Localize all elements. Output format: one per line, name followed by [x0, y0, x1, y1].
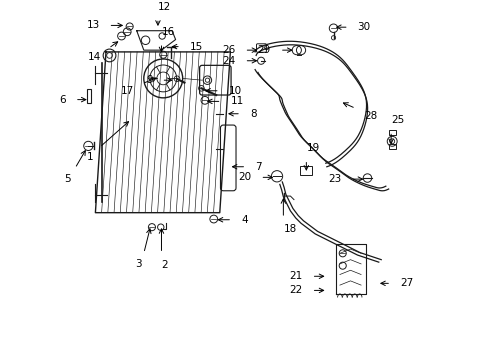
Text: 12: 12 [158, 2, 171, 12]
Bar [388, 130, 395, 135]
Bar [87, 89, 91, 103]
Text: 29: 29 [257, 45, 270, 55]
Text: 8: 8 [249, 109, 256, 119]
Text: 28: 28 [363, 111, 376, 121]
Text: 13: 13 [86, 21, 100, 30]
Text: 11: 11 [230, 96, 243, 106]
Text: 15: 15 [189, 42, 203, 51]
Text: 26: 26 [222, 45, 235, 55]
Text: 27: 27 [399, 278, 412, 288]
Text: 3: 3 [135, 260, 142, 270]
Text: 10: 10 [228, 86, 241, 96]
Text: 16: 16 [161, 27, 174, 37]
Text: 18: 18 [283, 224, 296, 234]
Text: 4: 4 [241, 215, 247, 225]
Text: 22: 22 [289, 285, 302, 296]
Bar [388, 144, 395, 149]
Text: 23: 23 [328, 174, 341, 184]
Text: 19: 19 [305, 143, 319, 153]
Text: 21: 21 [289, 271, 302, 281]
Text: 14: 14 [88, 52, 101, 62]
Text: 9: 9 [146, 75, 152, 85]
Text: 25: 25 [390, 115, 404, 125]
Text: 7: 7 [255, 162, 261, 172]
Text: 2: 2 [161, 260, 168, 270]
Text: 17: 17 [121, 86, 134, 96]
Text: 1: 1 [86, 152, 93, 162]
Bar [299, 166, 312, 175]
Text: 30: 30 [357, 22, 370, 32]
Text: 20: 20 [238, 172, 251, 183]
Text: 24: 24 [222, 56, 235, 66]
Text: 5: 5 [64, 174, 70, 184]
Text: 6: 6 [60, 95, 66, 105]
